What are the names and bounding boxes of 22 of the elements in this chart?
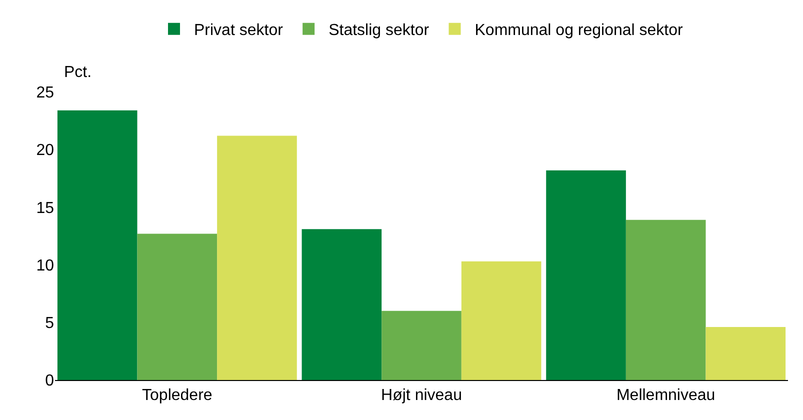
bar xyxy=(546,170,626,380)
y-tick-label: 10 xyxy=(36,257,54,274)
x-tick-label: Højt niveau xyxy=(381,387,462,404)
x-tick-label: Mellemniveau xyxy=(616,387,716,404)
y-tick-label: 25 xyxy=(36,84,54,102)
legend-label: Privat sektor xyxy=(194,22,284,40)
bar xyxy=(57,110,138,380)
y-tick-label: 20 xyxy=(36,142,54,160)
x-tick-label: Topledere xyxy=(142,387,212,404)
bar xyxy=(706,327,786,380)
bar xyxy=(461,261,542,380)
bar xyxy=(382,310,462,380)
bar xyxy=(626,220,706,380)
bar xyxy=(137,234,218,380)
bar xyxy=(217,136,297,380)
legend-label: Kommunal og regional sektor xyxy=(474,22,684,40)
bar xyxy=(302,229,382,380)
y-tick-label: 15 xyxy=(36,200,54,217)
y-tick-label: 5 xyxy=(45,315,54,332)
legend-label: Statslig sektor xyxy=(328,22,430,40)
y-axis-title: Pct. xyxy=(64,64,92,81)
y-tick-label: 0 xyxy=(45,372,54,390)
